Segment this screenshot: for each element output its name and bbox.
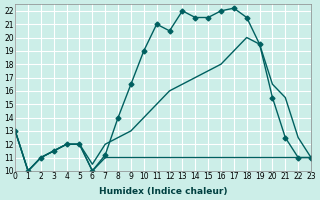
X-axis label: Humidex (Indice chaleur): Humidex (Indice chaleur) <box>99 187 227 196</box>
